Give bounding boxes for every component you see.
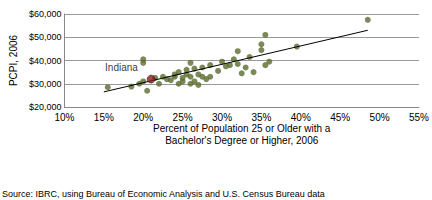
svg-text:$30,000: $30,000 <box>29 79 62 89</box>
svg-text:$40,000: $40,000 <box>29 56 62 66</box>
svg-text:Source: IBRC, using Bureau of: Source: IBRC, using Bureau of Economic A… <box>2 189 325 199</box>
svg-text:20%: 20% <box>133 112 153 123</box>
svg-text:PCPI, 2006: PCPI, 2006 <box>8 34 19 86</box>
svg-text:40%: 40% <box>291 112 311 123</box>
svg-text:$20,000: $20,000 <box>29 102 62 112</box>
svg-text:30%: 30% <box>212 112 232 123</box>
svg-text:Percent of Population 25 or Ol: Percent of Population 25 or Older with a <box>153 123 331 134</box>
svg-text:55%: 55% <box>409 112 429 123</box>
svg-text:Indiana: Indiana <box>105 62 138 73</box>
svg-text:10%: 10% <box>54 112 74 123</box>
svg-text:Bachelor's Degree or Higher, 2: Bachelor's Degree or Higher, 2006 <box>165 135 319 146</box>
svg-text:35%: 35% <box>251 112 271 123</box>
svg-text:50%: 50% <box>370 112 390 123</box>
svg-text:$50,000: $50,000 <box>29 32 62 42</box>
svg-text:15%: 15% <box>94 112 114 123</box>
svg-text:$60,000: $60,000 <box>29 9 62 19</box>
svg-text:45%: 45% <box>330 112 350 123</box>
svg-text:25%: 25% <box>173 112 193 123</box>
